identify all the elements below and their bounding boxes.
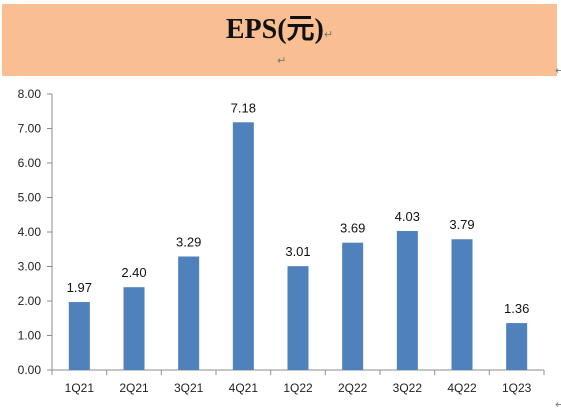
x-axis-labels: 1Q21 2Q21 3Q21 4Q21 1Q22 2Q22 3Q22 4Q22 1Q23: [65, 381, 532, 395]
x-tick-label: 3Q22: [393, 381, 423, 395]
x-tick-label: 1Q23: [502, 381, 532, 395]
x-tick-label: 2Q21: [119, 381, 149, 395]
data-label: 2.40: [121, 265, 146, 280]
data-label: 3.29: [176, 234, 201, 249]
y-tick-label: 6.00: [18, 156, 42, 170]
bar: [123, 287, 145, 370]
x-tick-label: 2Q22: [338, 381, 368, 395]
chart-title-text: EPS(元): [225, 14, 324, 45]
data-label: 3.01: [285, 244, 310, 259]
x-tick-label: 4Q22: [447, 381, 477, 395]
x-tick-label: 4Q21: [229, 381, 259, 395]
bar: [232, 122, 254, 370]
title-banner: EPS(元)↵ ↵: [2, 4, 557, 76]
data-label: 1.36: [504, 301, 529, 316]
bars: [68, 122, 528, 370]
bar: [451, 239, 473, 370]
y-tick-label: 0.00: [18, 363, 42, 377]
data-labels: 1.97 2.40 3.29 7.18 3.01 3.69 4.03 3.79 1.36: [67, 100, 530, 316]
x-tick-label: 1Q21: [65, 381, 95, 395]
data-label: 3.69: [340, 221, 365, 236]
data-label: 1.97: [67, 280, 92, 295]
bar: [342, 242, 364, 370]
bar: [287, 266, 309, 370]
y-tick-label: 4.00: [18, 225, 42, 239]
chart-title: EPS(元)↵: [2, 13, 557, 52]
y-axis-labels: 0.00 1.00 2.00 3.00 4.00 5.00 6.00 7.00 8.00: [18, 87, 42, 377]
y-tick-label: 7.00: [18, 122, 42, 136]
paragraph-mark-icon: ↵: [323, 28, 334, 41]
data-label: 4.03: [395, 209, 420, 224]
bar: [178, 256, 200, 370]
x-tick-label: 1Q22: [283, 381, 313, 395]
paragraph-mark-icon: ↵: [555, 398, 561, 411]
y-tick-label: 5.00: [18, 191, 42, 205]
y-tick-label: 3.00: [18, 260, 42, 274]
y-tick-label: 1.00: [18, 329, 42, 343]
data-label: 7.18: [231, 100, 256, 115]
data-label: 3.79: [449, 217, 474, 232]
paragraph-mark-icon: ↵: [555, 64, 561, 77]
y-tick-label: 2.00: [18, 294, 42, 308]
bar: [506, 323, 528, 370]
x-tick-label: 3Q21: [174, 381, 204, 395]
paragraph-mark-icon: ↵: [277, 54, 287, 67]
bar: [396, 230, 418, 370]
bar: [68, 302, 90, 370]
y-tick-label: 8.00: [18, 87, 42, 101]
